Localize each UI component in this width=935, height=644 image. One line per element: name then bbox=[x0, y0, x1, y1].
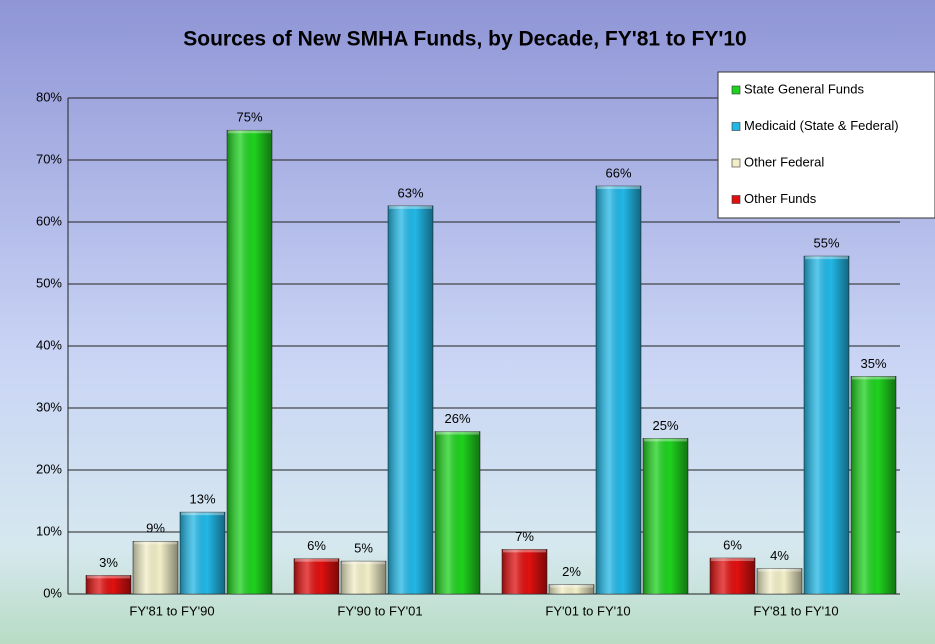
y-tick-label: 60% bbox=[36, 213, 62, 228]
chart-title: Sources of New SMHA Funds, by Decade, FY… bbox=[183, 28, 747, 51]
data-label: 6% bbox=[723, 537, 742, 552]
bar-cap bbox=[389, 205, 432, 209]
y-tick-label: 80% bbox=[36, 89, 62, 104]
x-tick-label: FY'90 to FY'01 bbox=[337, 603, 422, 618]
bar-shade bbox=[549, 584, 594, 594]
bar-cap bbox=[342, 561, 385, 565]
y-tick-label: 10% bbox=[36, 523, 62, 538]
data-label: 2% bbox=[562, 564, 581, 579]
bar-cap bbox=[711, 558, 754, 562]
legend-label: State General Funds bbox=[744, 81, 864, 96]
legend-label: Other Federal bbox=[744, 154, 824, 169]
bar-shade bbox=[643, 438, 688, 594]
legend-box bbox=[717, 71, 935, 219]
bar-shade bbox=[710, 558, 755, 594]
bar-cap bbox=[134, 541, 177, 545]
data-label: 55% bbox=[813, 236, 839, 251]
bar-shade bbox=[388, 205, 433, 594]
bar-cap bbox=[436, 431, 479, 435]
bar-cap bbox=[758, 568, 801, 572]
legend-swatch bbox=[731, 122, 741, 131]
y-tick-label: 30% bbox=[36, 399, 62, 414]
y-tick-label: 0% bbox=[43, 585, 62, 600]
data-label: 63% bbox=[397, 185, 423, 200]
data-label: 26% bbox=[444, 411, 470, 426]
legend-swatch bbox=[731, 85, 741, 95]
bar-cap bbox=[503, 549, 546, 553]
bar-shade bbox=[596, 186, 641, 595]
bar-shade bbox=[435, 431, 480, 594]
bar-shade bbox=[86, 575, 131, 594]
y-tick-label: 70% bbox=[36, 151, 62, 166]
data-label: 3% bbox=[99, 555, 118, 570]
data-label: 4% bbox=[770, 548, 789, 563]
x-tick-label: FY'81 to FY'10 bbox=[753, 603, 838, 618]
bar-shade bbox=[294, 558, 339, 594]
bar-cap bbox=[87, 575, 130, 579]
y-tick-label: 50% bbox=[36, 275, 62, 290]
bar-shade bbox=[133, 541, 178, 594]
data-label: 13% bbox=[189, 492, 215, 507]
data-label: 5% bbox=[354, 541, 373, 556]
y-tick-label: 20% bbox=[36, 461, 62, 476]
bar-shade bbox=[180, 512, 225, 594]
data-label: 6% bbox=[307, 538, 326, 553]
data-label: 75% bbox=[236, 110, 262, 125]
data-label: 35% bbox=[860, 356, 886, 371]
data-label: 25% bbox=[652, 418, 678, 433]
bar-cap bbox=[550, 584, 593, 588]
data-label: 66% bbox=[605, 165, 631, 180]
legend-label: Other Funds bbox=[744, 191, 817, 206]
bar-shade bbox=[341, 561, 386, 594]
bar-cap bbox=[597, 186, 640, 190]
bar-cap bbox=[644, 438, 687, 442]
bar-shade bbox=[227, 130, 272, 595]
bar-shade bbox=[804, 256, 849, 594]
x-tick-label: FY'81 to FY'90 bbox=[129, 603, 214, 618]
data-label: 7% bbox=[515, 529, 534, 544]
bar-cap bbox=[181, 512, 224, 516]
legend-swatch bbox=[731, 158, 741, 168]
bar-cap bbox=[228, 130, 271, 134]
data-label: 9% bbox=[146, 521, 165, 536]
y-tick-label: 40% bbox=[36, 337, 62, 352]
bar-cap bbox=[852, 376, 895, 380]
bar-cap bbox=[295, 558, 338, 562]
bar-cap bbox=[805, 256, 848, 260]
legend-label: Medicaid (State & Federal) bbox=[744, 118, 899, 133]
bar-shade bbox=[502, 549, 547, 594]
bar-shade bbox=[757, 568, 802, 594]
x-tick-label: FY'01 to FY'10 bbox=[545, 603, 630, 618]
bar-shade bbox=[851, 376, 896, 594]
legend-swatch bbox=[731, 195, 741, 204]
